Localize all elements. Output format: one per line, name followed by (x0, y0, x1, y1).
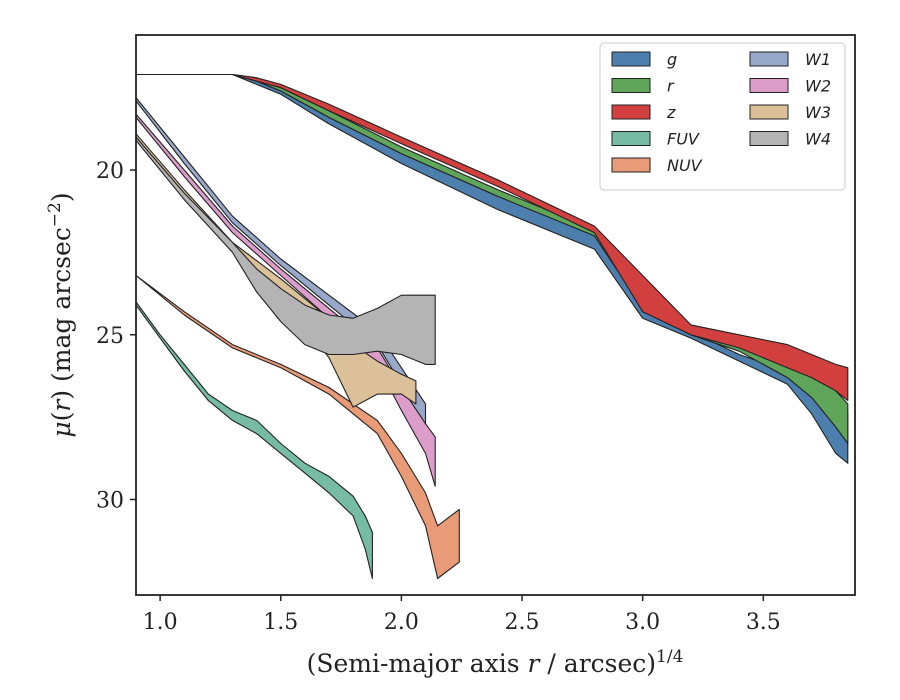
series-band-fuv (135, 301, 373, 580)
legend-label-w1: W1 (805, 50, 831, 69)
x-tick-label: 1.0 (143, 610, 178, 635)
series-layer (135, 73, 849, 580)
legend-label-w3: W3 (805, 103, 831, 122)
legend-swatch-w4 (749, 131, 789, 146)
legend-swatch-g (611, 51, 651, 67)
plot-frame (135, 34, 856, 596)
y-tick-label: 30 (96, 488, 124, 513)
x-tick-label: 1.5 (263, 610, 298, 635)
legend-label-fuv: FUV (667, 130, 700, 149)
legend-swatch-nuv (611, 157, 651, 173)
y-tick-label: 20 (96, 159, 124, 184)
legend-label-nuv: NUV (667, 156, 703, 175)
y-tick-label: 25 (96, 324, 124, 349)
legend-label-w4: W4 (805, 130, 831, 149)
legend-label-g: g (667, 50, 677, 69)
series-band-w4 (135, 136, 436, 365)
x-tick-label: 3.0 (625, 610, 660, 635)
legend-swatch-w3 (749, 104, 789, 120)
series-band-nuv (135, 274, 460, 580)
legend-swatch-w2 (749, 78, 789, 93)
legend-swatch-fuv (611, 131, 651, 146)
x-tick-label: 3.5 (746, 610, 781, 635)
x-tick-label: 2.5 (505, 610, 540, 635)
series-band-z (135, 73, 849, 402)
tick-layer: 1.0 1.5 2.0 2.5 3.0 3.5 20 25 30 (96, 159, 781, 635)
legend-swatch-r (611, 78, 651, 93)
legend: grz FUV NUV W1 W2 W3 W4 (599, 42, 846, 191)
x-tick-label: 2.0 (384, 610, 419, 635)
x-axis-label: (Semi-major axis r / arcsec)1/4 (307, 647, 684, 678)
series-band-w2 (135, 113, 436, 487)
legend-swatch-z (611, 104, 651, 120)
legend-label-r: r (667, 77, 675, 96)
y-axis-label: μ(r) (mag arcsec−2) (45, 192, 76, 437)
legend-swatch-w1 (749, 51, 789, 67)
legend-label-w2: W2 (805, 77, 831, 96)
legend-label-z: z (666, 103, 676, 122)
